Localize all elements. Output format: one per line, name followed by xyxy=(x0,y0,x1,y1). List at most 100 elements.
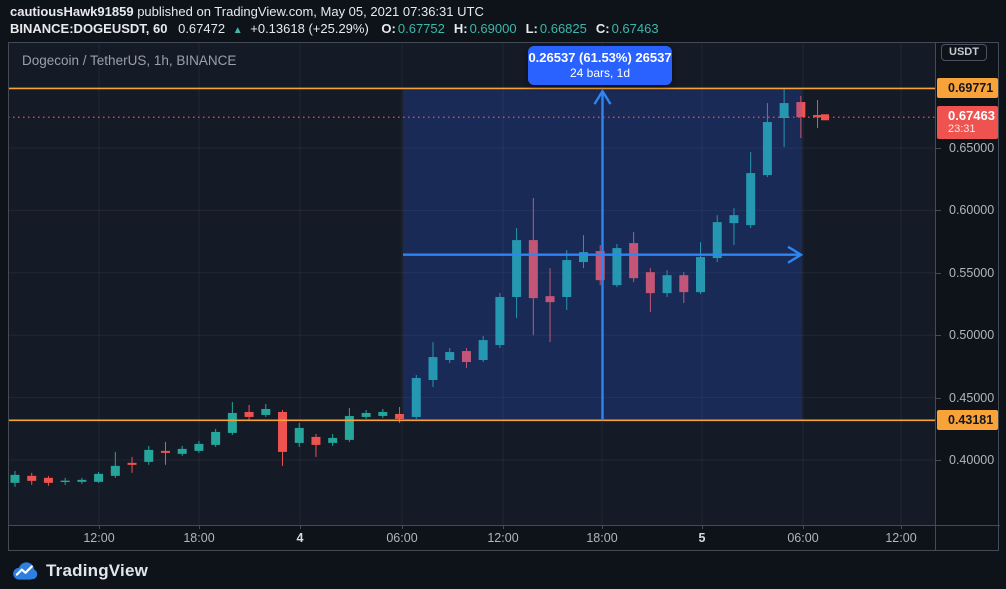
symbol-name: BINANCE:DOGEUSDT, 60 xyxy=(10,21,168,36)
candle-body xyxy=(160,450,170,453)
candle-body xyxy=(311,436,321,445)
candle-body xyxy=(177,448,187,454)
candle-body xyxy=(361,412,371,417)
candle-body xyxy=(478,340,488,361)
last-price-axis-label: 0.67463 23:31 xyxy=(937,106,998,140)
price-tick-mark xyxy=(936,460,941,461)
candle-body xyxy=(813,115,823,118)
price-tick-label: 0.45000 xyxy=(949,390,995,405)
tradingview-logo-icon[interactable] xyxy=(12,561,38,581)
candle-body xyxy=(344,415,354,440)
time-tick-mark xyxy=(803,525,804,529)
ohlc-label: L: xyxy=(525,21,538,36)
candle-body xyxy=(612,248,622,286)
tradingview-wordmark[interactable]: TradingView xyxy=(46,560,149,580)
candle-body xyxy=(94,473,104,482)
candle-body xyxy=(60,480,70,483)
candle-body xyxy=(696,257,706,293)
candle-body xyxy=(712,222,722,259)
price-tick-mark xyxy=(936,335,941,337)
lower-level-price-label: 0.43181 xyxy=(937,410,998,431)
time-axis[interactable]: 12:00 18:00 4 06:00 12:00 18:00 5 06:00 12:00 xyxy=(8,525,935,551)
measure-bar-range: 24 bars, 1d xyxy=(569,66,631,80)
candle-body xyxy=(411,378,421,417)
ohlc-value: 0.67463 xyxy=(611,21,659,36)
ohlc-label: O: xyxy=(381,21,396,36)
candle-body xyxy=(645,272,655,294)
ohlc-values: O: 0.67752 H: 0.69000 L: 0.66825 C: 0.67463 xyxy=(372,21,658,36)
chart-frame xyxy=(8,42,999,551)
candlestick-chart xyxy=(8,42,935,525)
bar-countdown: 23:31 xyxy=(948,123,976,136)
price-tick-mark xyxy=(936,397,941,399)
chart-title: Dogecoin / TetherUS, 1h, BINANCE xyxy=(22,53,237,68)
candle-body xyxy=(27,475,37,481)
price-tick-label: 0.55000 xyxy=(949,265,995,280)
price-axis-separator xyxy=(935,42,936,551)
price-tick-mark xyxy=(936,148,941,149)
time-tick-mark xyxy=(199,525,200,529)
candle-body xyxy=(77,479,87,482)
candle-body xyxy=(10,474,20,483)
time-tick-mark xyxy=(300,525,301,529)
lower-level-value: 0.43181 xyxy=(948,413,994,428)
last-price-value: 0.67463 xyxy=(948,108,995,124)
candle-body xyxy=(762,122,772,176)
time-tick-mark xyxy=(702,525,703,529)
price-change: +0.13618 (+25.29%) xyxy=(250,21,369,36)
candle-body xyxy=(562,260,572,298)
time-tick-mark xyxy=(99,525,100,529)
candle-body xyxy=(261,408,271,415)
time-tick-label: 12:00 xyxy=(885,531,917,545)
candle-body xyxy=(43,477,53,483)
candle-body xyxy=(679,275,689,293)
time-tick-mark xyxy=(602,525,603,529)
candle-body xyxy=(495,297,505,346)
time-axis-separator xyxy=(8,525,1000,526)
candle-body xyxy=(428,357,438,381)
time-tick-mark xyxy=(402,525,403,529)
candle-body xyxy=(227,412,237,433)
time-tick-label: 12:00 xyxy=(487,531,519,545)
ohlc-label: C: xyxy=(595,21,610,36)
candle-body xyxy=(528,240,538,299)
price-tick-mark xyxy=(936,272,941,274)
time-tick-label: 18:00 xyxy=(586,531,618,545)
candle-body xyxy=(395,413,405,419)
candle-body xyxy=(194,443,204,451)
candle-body xyxy=(595,251,605,281)
measure-up-arrowhead-icon xyxy=(593,88,612,105)
price-tick-mark xyxy=(936,210,941,212)
last-price: 0.67472 xyxy=(178,21,226,36)
candle-body xyxy=(512,240,522,298)
price-axis[interactable]: 0.69771 0.43181 0.67463 23:31 0.65000 0.6… xyxy=(936,42,1000,525)
time-tick-label: 4 xyxy=(296,531,304,545)
candle-body xyxy=(244,411,254,417)
last-price-marker xyxy=(821,114,829,121)
candle-body xyxy=(545,296,555,303)
measure-price-range: 0.26537 (61.53%) 26537 xyxy=(528,50,672,65)
candle-body xyxy=(746,173,756,226)
candle-body xyxy=(796,102,806,118)
currency-badge[interactable]: USDT xyxy=(941,44,987,61)
chart-surface[interactable]: Dogecoin / TetherUS, 1h, BINANCE xyxy=(8,42,935,525)
symbol-info-bar: BINANCE:DOGEUSDT, 60 0.67472 ▲ +0.13618 … xyxy=(10,21,659,36)
footer-bar: TradingView xyxy=(0,552,1006,589)
candle-body xyxy=(378,411,388,416)
time-tick-label: 12:00 xyxy=(83,531,115,545)
price-tick-label: 0.60000 xyxy=(949,203,995,218)
byline: cautiousHawk91859 published on TradingVi… xyxy=(10,4,484,19)
ohlc-value: 0.66825 xyxy=(539,21,587,36)
candle-body xyxy=(278,411,288,452)
byline-text: published on TradingView.com, May 05, 20… xyxy=(133,4,484,19)
ohlc-value: 0.69000 xyxy=(469,21,517,36)
upper-level-price-label: 0.69771 xyxy=(937,78,998,99)
ohlc-value: 0.67752 xyxy=(397,21,445,36)
price-tick-label: 0.40000 xyxy=(949,453,995,467)
candle-body xyxy=(144,449,154,462)
candle-body xyxy=(445,352,455,361)
candle-body xyxy=(211,431,221,445)
candle-body xyxy=(110,465,120,476)
candle-body xyxy=(127,462,137,465)
username: cautiousHawk91859 xyxy=(10,4,134,19)
